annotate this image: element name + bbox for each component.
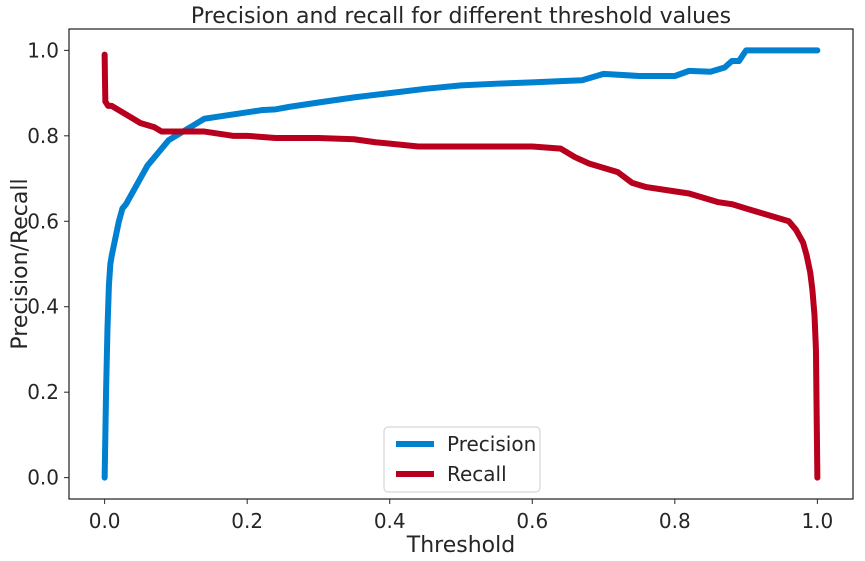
y-axis-label: Precision/Recall — [8, 178, 33, 349]
x-tick-label: 0.0 — [89, 509, 121, 533]
legend-precision-label: Precision — [447, 432, 536, 456]
y-tick-label: 0.6 — [27, 209, 59, 233]
plot-frame — [68, 28, 854, 500]
ticks: 0.0 0.2 0.4 0.6 0.8 1.0 0.0 0.2 0.4 0.6 0.8 1.0 — [27, 38, 833, 533]
series-line-recall — [101, 51, 821, 481]
series-line-precision — [101, 47, 821, 481]
legend: Precision Recall — [383, 426, 541, 493]
x-tick-label: 1.0 — [801, 509, 833, 533]
y-tick-label: 0.2 — [27, 380, 59, 404]
x-tick-label: 0.6 — [516, 509, 548, 533]
x-axis-label: Threshold — [406, 533, 515, 558]
y-tick-label: 0.0 — [27, 466, 59, 490]
legend-recall-label: Recall — [447, 462, 507, 486]
x-tick-label: 0.4 — [374, 509, 406, 533]
chart-title: Precision and recall for different thres… — [191, 4, 731, 29]
y-tick-label: 0.8 — [27, 124, 59, 148]
x-tick-label: 0.8 — [659, 509, 691, 533]
plot-area — [101, 47, 821, 481]
x-tick-label: 0.2 — [231, 509, 263, 533]
y-tick-label: 1.0 — [27, 38, 59, 62]
y-tick-label: 0.4 — [27, 295, 59, 319]
